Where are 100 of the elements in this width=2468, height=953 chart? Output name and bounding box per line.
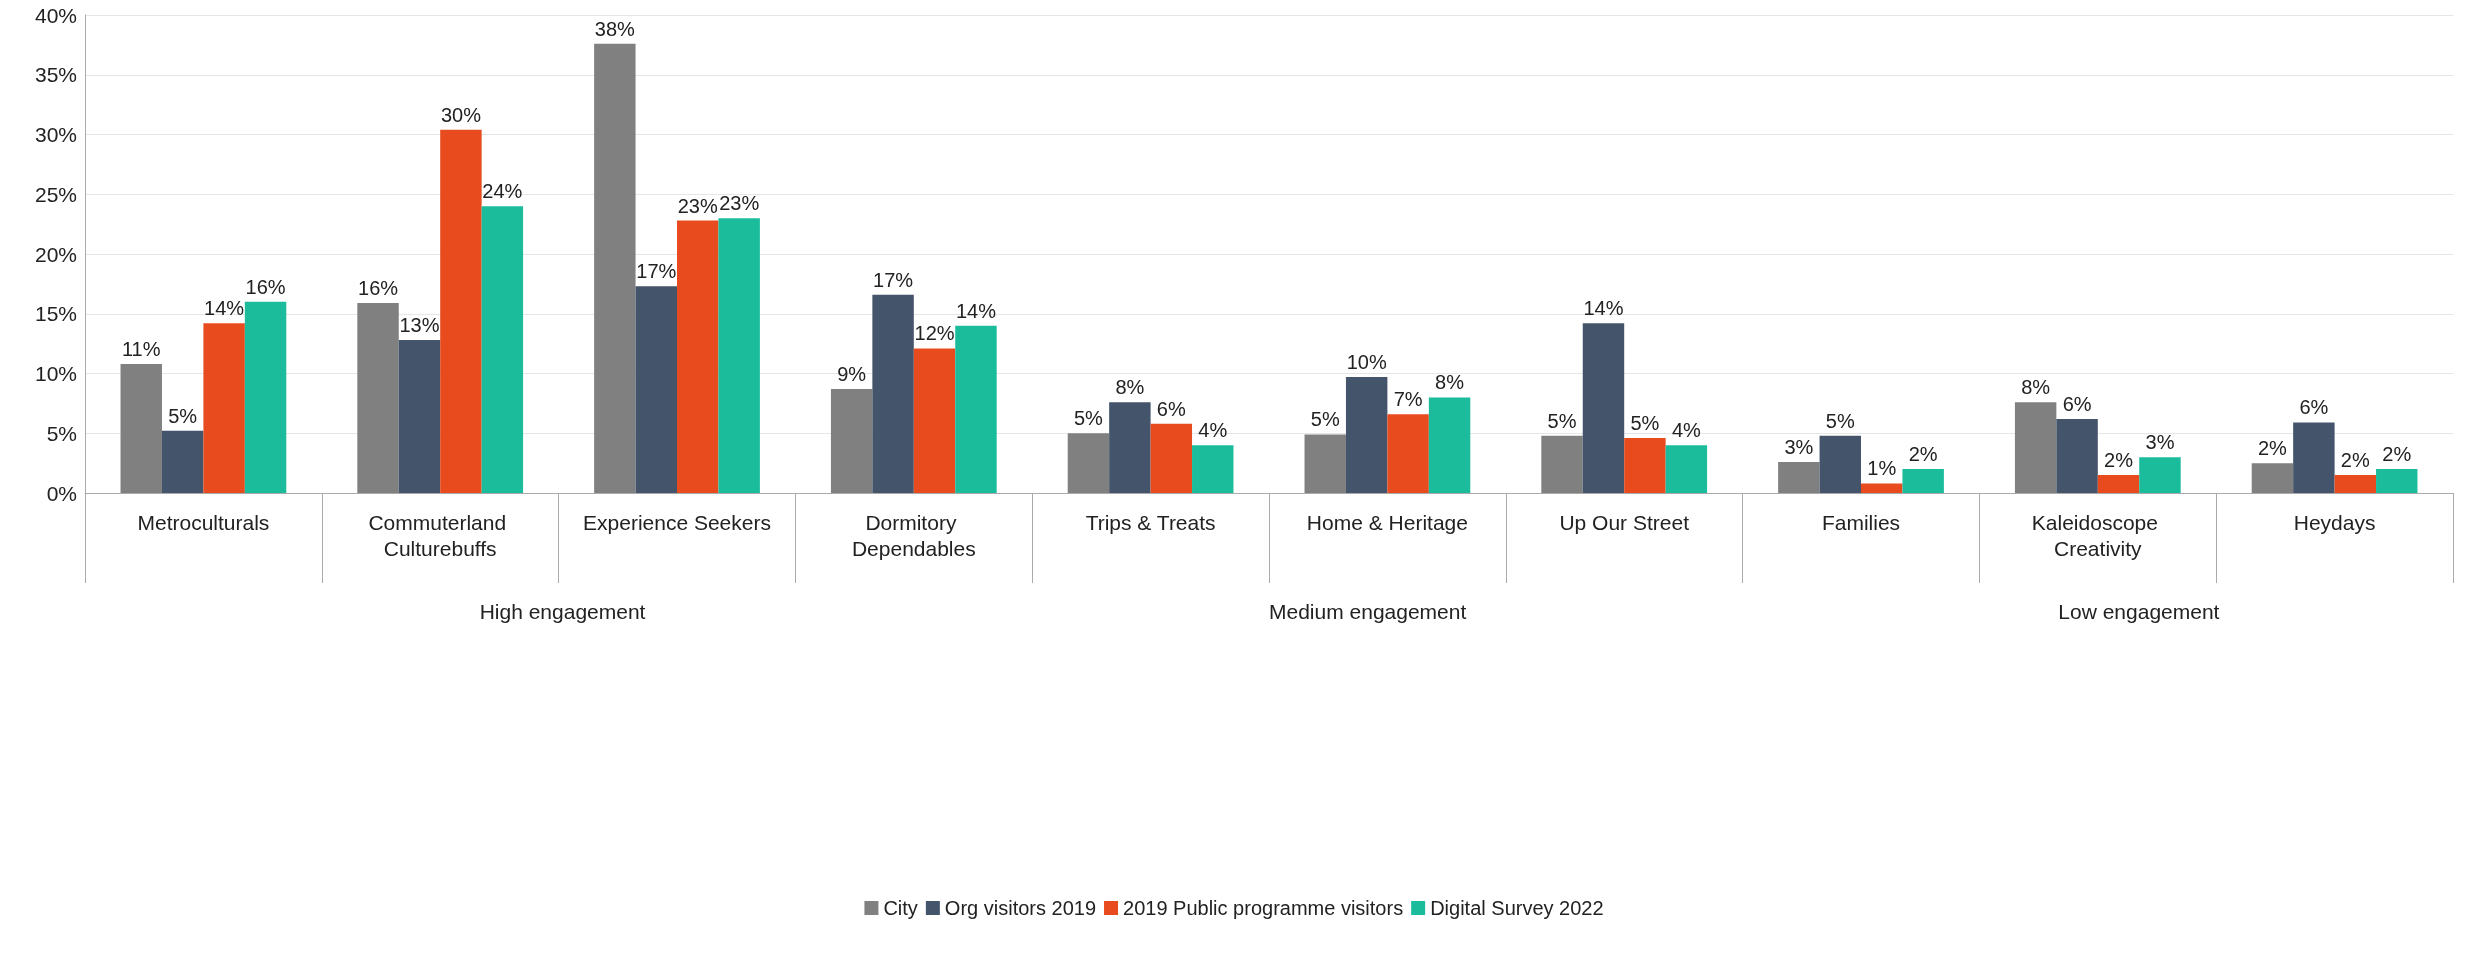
x-tick-label: Experience Seekers [583, 510, 771, 534]
bar [1902, 469, 1944, 493]
y-tick-label: 0% [46, 481, 77, 505]
data-label: 4% [1671, 419, 1702, 442]
legend-label: 2019 Public programme visitors [1123, 897, 1404, 919]
text: Medium engagement [1268, 600, 1467, 623]
bar [2014, 402, 2057, 493]
bar [1541, 435, 1583, 493]
x-tick-label: Metroculturals [137, 510, 270, 534]
x-tick-label: Up Our Street [1559, 510, 1690, 534]
bar [161, 430, 204, 493]
y-tick-label: 5% [46, 421, 77, 445]
data-label: 2% [2382, 443, 2412, 466]
bar [1192, 445, 1234, 493]
data-label: 17% [636, 260, 677, 283]
bar [1345, 377, 1388, 493]
bar [955, 325, 997, 493]
legend-label: Digital Survey 2022 [1430, 897, 1604, 919]
bar [2334, 475, 2377, 493]
bar [830, 389, 873, 493]
x-tick-label: Home & Heritage [1306, 510, 1468, 534]
y-tick-label: 30% [34, 123, 77, 146]
data-label: 11% [121, 337, 161, 360]
bar [244, 301, 287, 493]
data-label: 2% [2104, 449, 2134, 472]
bar [1067, 433, 1110, 493]
legend-label: Org visitors 2019 [944, 897, 1097, 919]
data-label: 3% [1784, 435, 1814, 458]
bar [2056, 418, 2098, 493]
bar [1819, 435, 1861, 493]
bar [440, 129, 482, 493]
y-tick-label: 20% [34, 242, 77, 266]
data-label: 6% [2299, 396, 2329, 419]
bar [120, 363, 162, 493]
data-label: 6% [2062, 392, 2092, 415]
bar [357, 303, 399, 493]
data-label: 16% [358, 276, 399, 299]
bar [2293, 422, 2335, 493]
bar [2097, 475, 2140, 493]
bar [1304, 434, 1346, 493]
data-label: 3% [2145, 431, 2175, 454]
y-tick-label: 15% [34, 302, 77, 326]
bar [1778, 461, 1820, 493]
x-tick-label: Kaleidoscope Creativity [2031, 510, 2164, 560]
data-label: 17% [873, 268, 914, 291]
bar [872, 294, 914, 493]
bar [1861, 483, 1903, 493]
data-label: 5% [1310, 408, 1340, 431]
x-tick-label: Commuterland Culturebuffs [368, 510, 512, 560]
data-label: 8% [1115, 376, 1145, 399]
data-label: 38% [594, 17, 636, 40]
data-label: 14% [1583, 297, 1624, 320]
bar [2376, 469, 2418, 493]
data-label: 5% [1073, 407, 1104, 430]
bar [1428, 397, 1471, 493]
data-label: 7% [1393, 388, 1423, 411]
bar [2139, 457, 2181, 493]
data-label: 14% [204, 297, 245, 320]
y-tick-label: 10% [34, 362, 77, 385]
bar [1665, 445, 1708, 493]
bar [1150, 423, 1193, 493]
bar [203, 323, 245, 493]
data-label: 8% [2021, 376, 2051, 399]
bar [1109, 402, 1151, 493]
legend-label: City [883, 897, 918, 919]
data-label: 12% [914, 322, 955, 345]
data-label: 23% [719, 192, 760, 215]
y-tick-label: 25% [34, 182, 77, 206]
y-tick-label: 40% [34, 3, 77, 27]
data-label: 9% [837, 363, 867, 386]
data-label: 2% [2257, 437, 2288, 460]
bar [398, 340, 441, 493]
x-tick-label: Dormitory Dependables [851, 510, 976, 560]
data-label: 6% [1156, 397, 1186, 420]
data-label: 16% [245, 275, 286, 298]
bar [635, 286, 677, 493]
data-label: 13% [399, 314, 440, 337]
data-label: 4% [1198, 419, 1228, 442]
data-label: 5% [1825, 409, 1855, 432]
y-tick-label: 35% [34, 63, 77, 87]
data-label: 14% [955, 299, 997, 322]
bar [1387, 414, 1429, 493]
data-label: 1% [1867, 457, 1897, 480]
x-tick-label: Trips & Treats [1085, 510, 1216, 534]
data-label: 5% [1630, 412, 1660, 435]
text: Low engagement [2058, 600, 2220, 623]
data-label: 2% [2340, 449, 2370, 472]
data-label: 23% [677, 194, 718, 217]
bar [718, 218, 760, 493]
data-label: 8% [1435, 371, 1465, 394]
bar [481, 206, 524, 493]
bar [1624, 438, 1666, 493]
data-label: 24% [482, 180, 523, 203]
bar [2251, 463, 2294, 493]
data-label: 5% [1547, 409, 1577, 432]
bar [594, 43, 636, 493]
bar [913, 348, 956, 493]
x-tick-label: Heydays [2293, 510, 2376, 534]
bar [677, 220, 719, 493]
data-label: 30% [440, 103, 482, 126]
